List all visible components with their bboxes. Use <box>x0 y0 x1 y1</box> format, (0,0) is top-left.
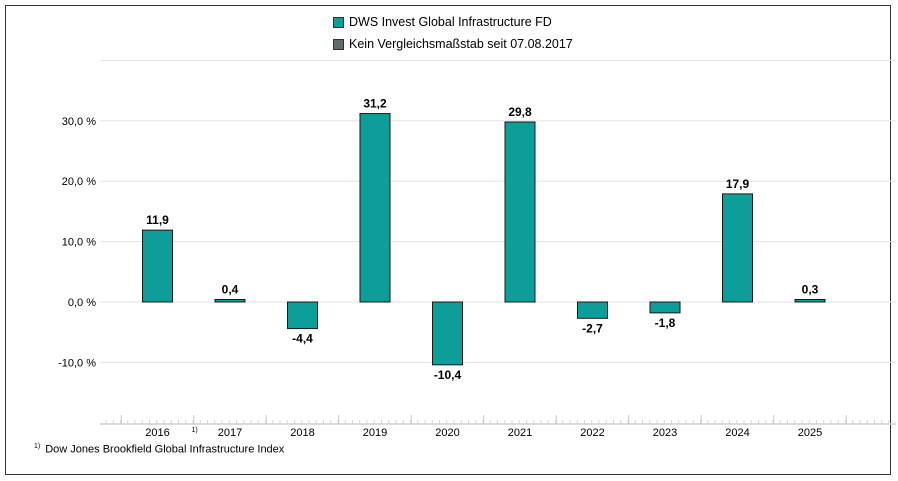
y-tick-label: 10,0 % <box>62 237 96 249</box>
data-label-2021: 29,8 <box>508 105 532 119</box>
bar-2019 <box>359 113 391 303</box>
legend-swatch-benchmark <box>333 38 344 50</box>
x-tick-label-2021: 2021 <box>508 427 532 439</box>
footnote-text: Dow Jones Brookfield Global Infrastructu… <box>45 443 285 456</box>
x-tick-label-2022: 2022 <box>580 427 604 439</box>
y-tick-label: -10,0 % <box>58 357 96 369</box>
data-label-2019: 31,2 <box>363 97 387 111</box>
bar-2025 <box>794 299 826 303</box>
y-tick-label: 20,0 % <box>62 176 96 188</box>
data-label-2025: 0,3 <box>802 283 819 297</box>
bar-2020 <box>432 301 463 366</box>
x-tick-label-2025: 2025 <box>798 427 822 439</box>
data-label-2020: -10,4 <box>434 368 462 382</box>
bar-2022 <box>577 301 608 319</box>
legend-swatch-fund <box>333 16 344 28</box>
x-tick-label-2023: 2023 <box>653 427 677 439</box>
data-label-2024: 17,9 <box>726 177 750 191</box>
legend-item-benchmark: Kein Vergleichsmaßstab seit 07.08.2017 <box>333 37 573 51</box>
bar-2016 <box>142 229 173 303</box>
data-label-2017: 0,4 <box>222 283 239 297</box>
data-label-2022: -2,7 <box>582 321 603 335</box>
data-label-2023: -1,8 <box>655 316 676 330</box>
x-tick-label-2018: 2018 <box>290 427 314 439</box>
footnote: 1) Dow Jones Brookfield Global Infrastruc… <box>34 443 284 456</box>
bar-2021 <box>504 121 536 303</box>
data-label-2018: -4,4 <box>292 332 313 346</box>
footnote-marker: 1) <box>34 443 41 450</box>
legend-item-fund: DWS Invest Global Infrastructure FD <box>333 15 552 29</box>
x-tick-label-2019: 2019 <box>363 427 387 439</box>
bar-2024 <box>722 193 753 303</box>
x-tick-label-2017: 2017 <box>218 427 242 439</box>
y-tick-label: 30,0 % <box>62 116 96 128</box>
legend-label-fund: DWS Invest Global Infrastructure FD <box>349 15 552 29</box>
bar-2023 <box>649 301 681 314</box>
legend-label-benchmark: Kein Vergleichsmaßstab seit 07.08.2017 <box>349 37 573 51</box>
bar-2017 <box>214 299 246 303</box>
data-label-2016: 11,9 <box>146 213 169 227</box>
x-tick-label-2020: 2020 <box>435 427 459 439</box>
bar-2018 <box>287 301 318 330</box>
y-tick-label: 0,0 % <box>68 297 96 309</box>
x-tick-marker-2016: 1) <box>192 427 198 434</box>
x-tick-label-2016: 2016 <box>145 427 169 439</box>
x-tick-label-2024: 2024 <box>725 427 749 439</box>
